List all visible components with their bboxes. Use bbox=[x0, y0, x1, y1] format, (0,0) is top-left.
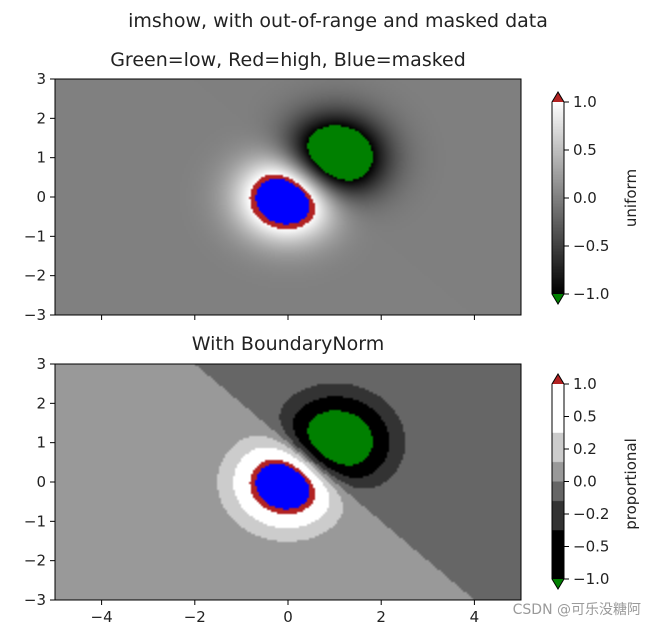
colorbar-tick-label: −1.0 bbox=[573, 570, 609, 588]
y-tick-label: −3 bbox=[24, 306, 46, 324]
colorbar-tick-label: −0.5 bbox=[573, 237, 609, 255]
colorbar-tick-label: −0.2 bbox=[573, 505, 609, 523]
colorbar-tick-label: 0.2 bbox=[573, 440, 597, 458]
bottom-axes: −4 −2 0 2 4 3 2 1 0 −1 −2 −3 bbox=[24, 355, 479, 626]
colorbar-tick-label: −0.5 bbox=[573, 538, 609, 556]
x-tick-label: 0 bbox=[283, 608, 293, 626]
y-tick-label: −2 bbox=[24, 552, 46, 570]
csdn-watermark: CSDN @可乐没糖阿 bbox=[513, 602, 641, 618]
top-colorbar-over-arrow bbox=[552, 92, 564, 102]
y-tick-label: 2 bbox=[36, 394, 46, 412]
y-tick-label: 3 bbox=[36, 70, 46, 88]
y-tick-label: −2 bbox=[24, 267, 46, 285]
x-tick-label: 4 bbox=[470, 608, 480, 626]
bottom-colorbar-over-arrow bbox=[552, 374, 564, 384]
bottom-panel: With BoundaryNorm −4 −2 0 2 4 3 2 1 0 −1 −2 −3 1.0 0… bbox=[24, 333, 640, 626]
colorbar-tick-label: 1.0 bbox=[573, 375, 597, 393]
y-tick-label: −1 bbox=[24, 512, 46, 530]
y-tick-label: 0 bbox=[36, 473, 46, 491]
colorbar-tick-label: 0.0 bbox=[573, 189, 597, 207]
y-tick-label: 3 bbox=[36, 355, 46, 373]
top-colorbar-image bbox=[552, 102, 564, 294]
x-tick-label: −2 bbox=[184, 608, 206, 626]
figure-suptitle: imshow, with out-of-range and masked dat… bbox=[128, 10, 548, 32]
y-tick-label: 1 bbox=[36, 434, 46, 452]
colorbar-tick-label: 0.5 bbox=[573, 408, 597, 426]
top-colorbar-label: uniform bbox=[622, 169, 640, 227]
bottom-colorbar-image bbox=[552, 384, 564, 579]
bottom-heatmap-image bbox=[55, 364, 521, 600]
bottom-colorbar-ticks: 1.0 0.5 0.2 0.0 −0.2 −0.5 −1.0 bbox=[564, 375, 609, 588]
x-tick-label: 2 bbox=[376, 608, 386, 626]
y-tick-label: −3 bbox=[24, 591, 46, 609]
colorbar-tick-label: 0.0 bbox=[573, 473, 597, 491]
top-colorbar-under-arrow bbox=[552, 294, 564, 304]
top-panel: Green=low, Red=high, Blue=masked 3 2 1 0 −1 −… bbox=[24, 49, 640, 324]
y-tick-label: 2 bbox=[36, 109, 46, 127]
top-axes: 3 2 1 0 −1 −2 −3 bbox=[24, 70, 475, 324]
y-tick-label: 1 bbox=[36, 149, 46, 167]
bottom-colorbar-label: proportional bbox=[622, 438, 640, 530]
top-panel-title: Green=low, Red=high, Blue=masked bbox=[110, 49, 466, 71]
y-tick-label: 0 bbox=[36, 188, 46, 206]
bottom-panel-title: With BoundaryNorm bbox=[192, 333, 385, 355]
colorbar-tick-label: −1.0 bbox=[573, 285, 609, 303]
top-colorbar-ticks: 1.0 0.5 0.0 −0.5 −1.0 bbox=[564, 93, 609, 303]
colorbar-tick-label: 1.0 bbox=[573, 93, 597, 111]
top-heatmap-image bbox=[55, 79, 521, 315]
bottom-colorbar-under-arrow bbox=[552, 579, 564, 589]
y-tick-label: −1 bbox=[24, 227, 46, 245]
x-tick-label: −4 bbox=[91, 608, 113, 626]
colorbar-tick-label: 0.5 bbox=[573, 141, 597, 159]
